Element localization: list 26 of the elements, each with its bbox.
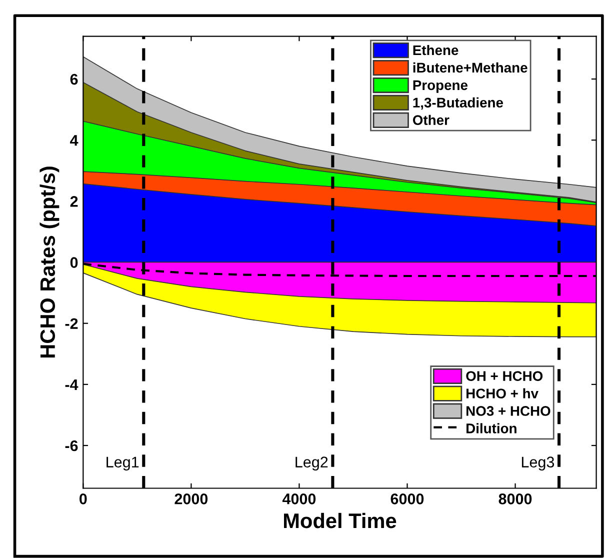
x-tick-label: 0	[80, 494, 87, 504]
ref-line-label: Leg1	[106, 456, 139, 471]
y-tick-label: 0	[70, 257, 78, 268]
legend-label: OH + HCHO	[466, 371, 543, 381]
x-tick-label: 8000	[498, 494, 532, 504]
ref-line-label: Leg2	[296, 456, 328, 471]
x-axis-title: Model Time	[284, 512, 396, 528]
y-tick-label: -2	[65, 318, 78, 329]
legend-label: 1,3-Butadiene	[413, 97, 503, 110]
legend-label: NO3 + HCHO	[466, 406, 550, 416]
y-tick-label: 6	[70, 74, 78, 85]
y-tick-label: -4	[65, 379, 78, 390]
legend-label: Propene	[413, 80, 468, 93]
x-tick-label: 4000	[282, 494, 316, 504]
legend-label: iButene+Methane	[413, 62, 528, 73]
y-axis-title: HCHO Rates (ppt/s)	[40, 166, 60, 358]
y-tick-label: 4	[70, 135, 78, 146]
legend-label: Dilution	[466, 423, 516, 434]
x-tick-label: 2000	[174, 494, 208, 504]
legend-label: HCHO + hv	[466, 388, 538, 398]
x-tick-label: 6000	[390, 494, 424, 504]
legend-label: Ethene	[413, 44, 458, 56]
legend-label: Other	[412, 114, 450, 126]
y-tick-label: 2	[70, 196, 78, 207]
y-tick-label: -6	[65, 440, 78, 452]
ref-line-label: Leg3	[522, 456, 554, 471]
